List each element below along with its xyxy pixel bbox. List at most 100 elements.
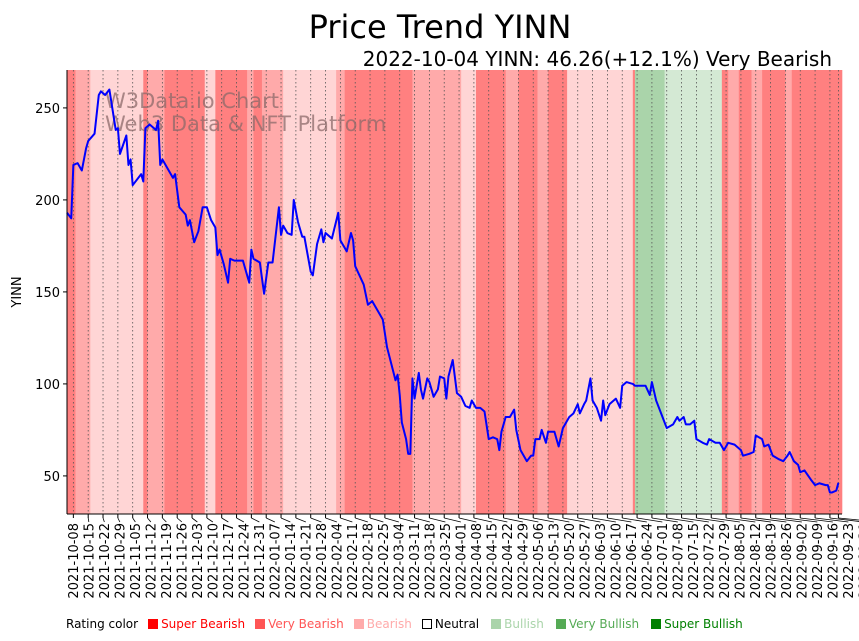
rating-band — [632, 70, 636, 514]
x-tick-leader — [829, 517, 859, 522]
rating-band — [785, 70, 793, 514]
legend-label: Neutral — [434, 617, 480, 631]
x-tick-leader — [399, 517, 415, 523]
x-tick-leader — [384, 517, 399, 523]
rating-bands — [67, 70, 843, 514]
x-tick-label: 2022-07-22 — [702, 523, 717, 599]
legend-swatch — [148, 619, 159, 629]
x-tick-label: 2021-12-17 — [222, 523, 237, 599]
rating-band — [253, 70, 263, 514]
x-tick-label: 2022-04-08 — [470, 523, 485, 599]
x-tick-label: 2021-10-29 — [113, 523, 128, 599]
rating-band — [67, 70, 76, 514]
chart-title: Price Trend YINN — [309, 8, 572, 46]
rating-band — [728, 70, 740, 514]
x-tick-label: 2021-11-05 — [129, 523, 144, 599]
rating-band — [164, 70, 206, 514]
legend-label: Bullish — [504, 617, 544, 631]
rating-band — [505, 70, 519, 514]
x-tick-label: 2022-02-18 — [361, 523, 376, 599]
x-tick-leader — [162, 517, 167, 523]
x-tick-leader — [444, 517, 461, 523]
x-tick-leader — [622, 517, 647, 523]
x-tick-label: 2022-09-30 — [857, 523, 859, 599]
x-tick-leader — [533, 517, 554, 523]
x-tick-leader — [280, 517, 291, 523]
x-tick-leader — [637, 517, 663, 523]
rating-band — [75, 70, 91, 514]
legend-label: Very Bearish — [268, 617, 344, 631]
x-tick-leader — [726, 517, 756, 523]
y-tick-label: 150 — [35, 286, 60, 301]
legend-swatch — [491, 619, 502, 629]
legend-item: Super Bullish — [651, 617, 743, 631]
rating-band — [721, 70, 729, 514]
x-tick-leader — [236, 517, 245, 523]
x-tick-leader — [369, 517, 384, 523]
x-tick-label: 2021-11-19 — [160, 523, 175, 599]
x-tick-label: 2022-03-18 — [423, 523, 438, 599]
x-tick-label: 2022-06-03 — [594, 523, 609, 599]
x-tick-label: 2021-11-26 — [175, 523, 190, 599]
legend-swatch — [555, 619, 566, 629]
x-tick-leader — [815, 517, 849, 523]
x-tick-leader — [547, 517, 570, 523]
rating-band — [215, 70, 248, 514]
legend-item: Super Bearish — [148, 617, 245, 631]
x-tick-label: 2022-02-25 — [377, 523, 392, 599]
legend-title: Rating color — [66, 617, 139, 631]
x-tick-leader — [251, 517, 260, 523]
x-tick-label: 2021-12-24 — [237, 523, 252, 599]
rating-band — [634, 70, 665, 514]
x-tick-label: 2022-05-13 — [547, 523, 562, 599]
x-tick-leader — [429, 517, 446, 523]
price-line — [66, 88, 840, 494]
x-tick-leader — [488, 517, 508, 523]
x-tick-label: 2022-05-27 — [578, 523, 593, 599]
x-tick-label: 2021-10-08 — [67, 523, 82, 599]
rating-band — [476, 70, 506, 514]
x-tick-leader — [266, 517, 276, 523]
x-tick-label: 2022-08-05 — [733, 523, 748, 599]
rating-band — [791, 70, 843, 514]
x-tick-label: 2022-02-11 — [346, 523, 361, 599]
x-tick-label: 2022-04-22 — [501, 523, 516, 599]
legend-swatch — [255, 619, 266, 629]
x-tick-label: 2022-08-26 — [780, 523, 795, 599]
rating-band — [567, 70, 634, 514]
x-tick-leader — [562, 517, 585, 523]
legend-item: Bullish — [491, 617, 544, 631]
x-tick-label: 2022-04-29 — [516, 523, 531, 599]
x-tick-leader — [755, 517, 787, 523]
x-tick-label: 2022-08-12 — [749, 523, 764, 599]
rating-band — [548, 70, 568, 514]
x-tick-leader — [696, 517, 725, 523]
chart-subtitle: 2022-10-04 YINN: 46.26(+12.1%) Very Bear… — [363, 47, 832, 71]
x-tick-leader — [176, 517, 183, 523]
y-tick-label: 50 — [43, 470, 60, 485]
x-tick-label: 2022-06-24 — [640, 523, 655, 599]
legend-item: Very Bearish — [255, 617, 344, 631]
x-tick-leader — [117, 517, 121, 523]
x-tick-label: 2022-07-01 — [656, 523, 671, 599]
x-tick-leader — [325, 517, 337, 523]
rating-band — [143, 70, 148, 514]
x-tick-leader — [518, 517, 539, 523]
x-tick-label: 2022-04-01 — [454, 523, 469, 599]
legend: Rating color Super Bearish Very Bearish Be… — [66, 617, 743, 631]
x-tick-leader — [651, 517, 678, 523]
x-tick-leader — [740, 517, 771, 523]
x-tick-label: 2022-05-20 — [563, 523, 578, 599]
x-tick-leader — [666, 517, 694, 523]
x-tick-leader — [102, 517, 105, 523]
x-tick-leader — [681, 517, 709, 523]
x-tick-leader — [607, 517, 632, 523]
legend-label: Super Bullish — [664, 617, 743, 631]
x-tick-label: 2022-01-07 — [268, 523, 283, 599]
x-tick-leader — [132, 517, 136, 523]
rating-band — [283, 70, 337, 514]
legend-swatch — [353, 619, 364, 629]
x-tick-label: 2022-07-08 — [671, 523, 686, 599]
rating-band — [247, 70, 254, 514]
